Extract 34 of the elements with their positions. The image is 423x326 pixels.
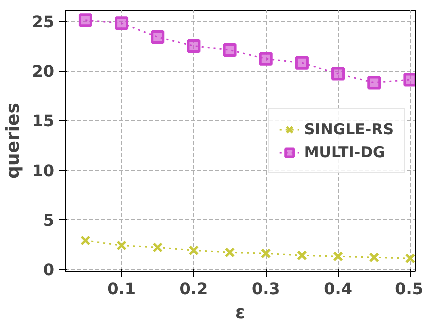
- legend-label: SINGLE-RS: [304, 120, 394, 138]
- point: [152, 242, 164, 253]
- point: [260, 248, 272, 259]
- x-tick-label: 0.3: [252, 280, 280, 298]
- point: [368, 76, 382, 90]
- point: [333, 251, 344, 262]
- x-tick-label: 0.4: [324, 280, 352, 298]
- point: [259, 52, 273, 66]
- point: [116, 240, 127, 251]
- legend-label: MULTI-DG: [304, 143, 386, 161]
- y-tick-label: 20: [32, 62, 54, 82]
- point: [151, 30, 165, 44]
- y-tick-label: 10: [32, 161, 54, 180]
- point: [405, 253, 416, 264]
- y-tick-label: 25: [32, 12, 54, 32]
- point: [188, 246, 200, 256]
- y-tick-label: 5: [43, 210, 55, 230]
- point: [223, 43, 237, 57]
- point: [80, 236, 91, 246]
- point: [187, 39, 201, 53]
- y-tick-label: 0: [43, 260, 55, 280]
- x-tick-label: 0.5: [395, 280, 423, 298]
- point: [115, 16, 129, 30]
- y-tick-label: 15: [32, 112, 54, 131]
- point: [78, 14, 92, 28]
- point: [224, 248, 236, 258]
- point: [297, 250, 308, 261]
- x-tick-label: 0.2: [180, 280, 208, 298]
- y-axis-title: queries: [3, 103, 24, 179]
- x-axis-title: ε: [235, 302, 246, 324]
- point: [369, 252, 380, 263]
- x-tick-label: 0.1: [108, 280, 136, 298]
- point: [332, 67, 346, 81]
- point: [295, 56, 309, 70]
